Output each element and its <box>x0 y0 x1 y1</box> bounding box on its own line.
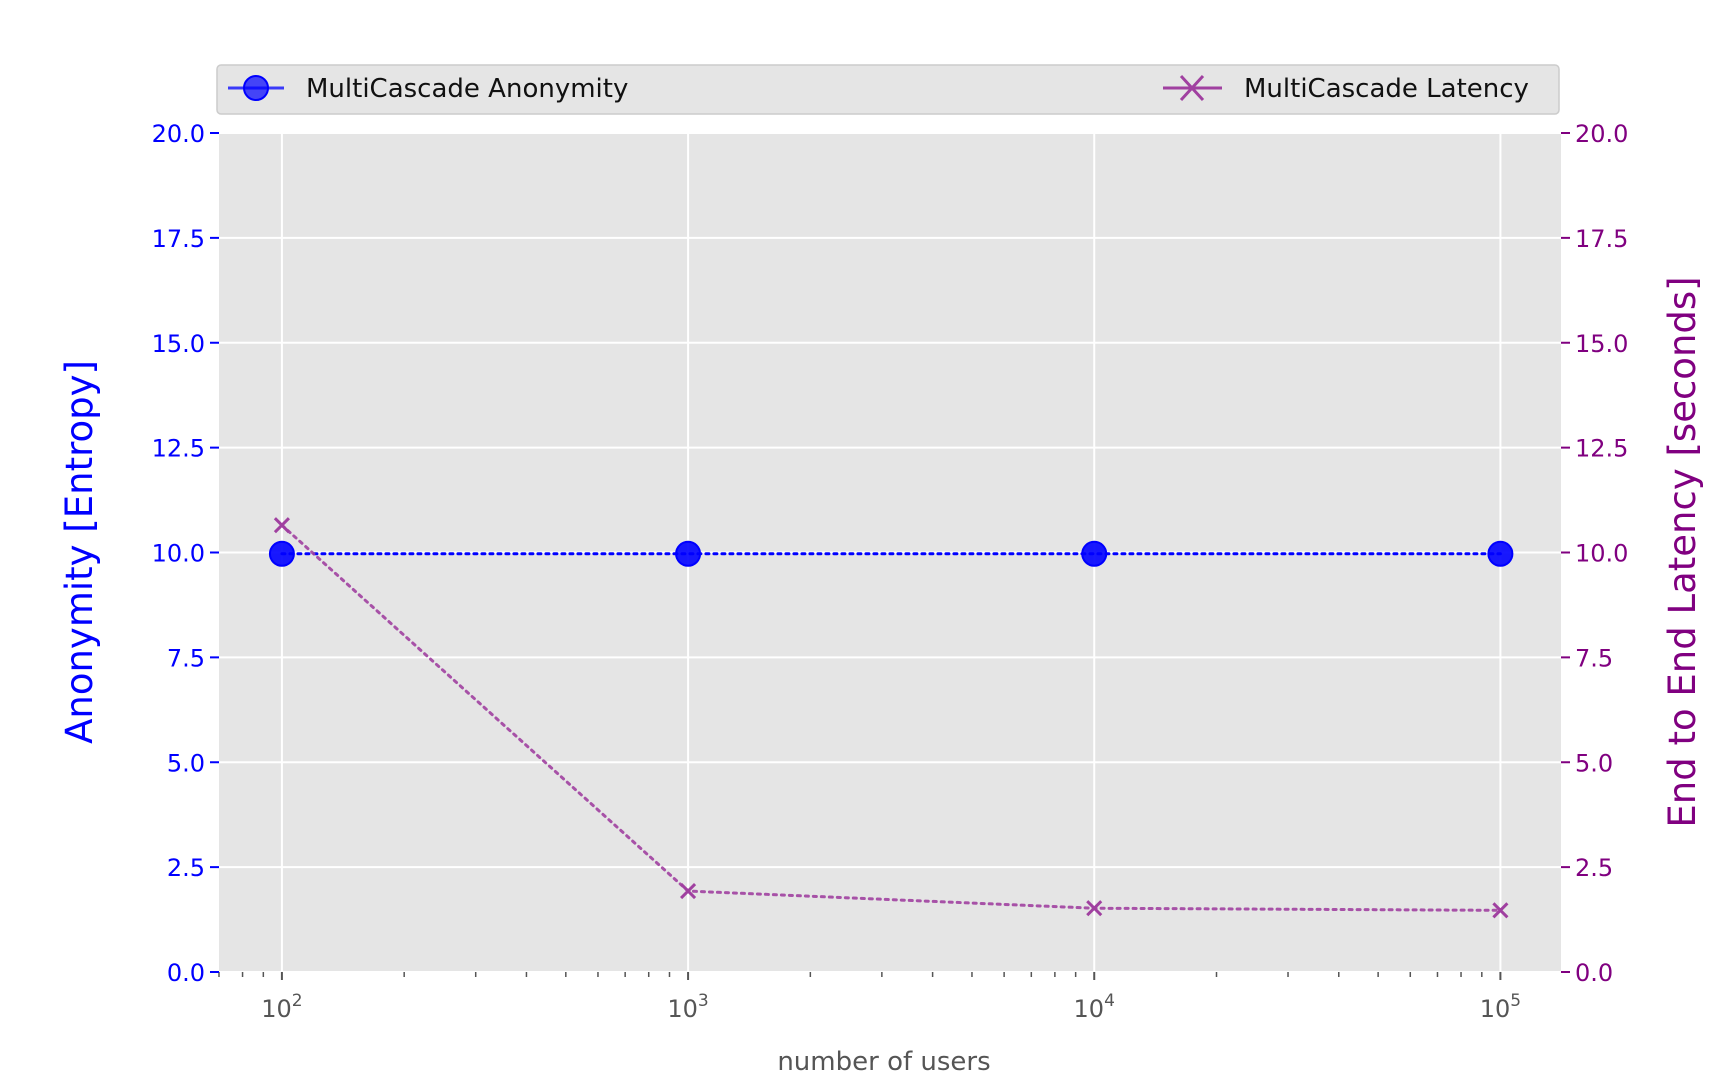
latency-point <box>1492 902 1509 919</box>
y-left-tick-label: 10.0 <box>152 540 205 568</box>
y-right-tick-label: 15.0 <box>1575 330 1628 358</box>
latency-point <box>680 882 697 900</box>
legend-latency-label: MultiCascade Latency <box>1244 74 1529 104</box>
y-right-tick-label: 5.0 <box>1575 749 1613 777</box>
y-left-tick-label: 5.0 <box>167 749 205 777</box>
x-tick-label: 102 <box>261 991 302 1023</box>
y-right-tick-label: 10.0 <box>1575 540 1628 568</box>
latency-point <box>273 517 290 534</box>
y-left-tick-label: 15.0 <box>152 330 205 358</box>
anonymity-point <box>1487 540 1514 567</box>
x-tick-label: 104 <box>1074 991 1115 1023</box>
y-left-tick-label: 2.5 <box>167 854 205 882</box>
legend: MultiCascade Anonymity MultiCascade Late… <box>216 64 1560 115</box>
x-ticks: 102 103 104 105 <box>218 972 1521 1023</box>
anonymity-point <box>675 540 702 567</box>
y-right-tick-label: 0.0 <box>1575 959 1613 987</box>
anonymity-point <box>1081 540 1108 567</box>
y-right-tick-label: 20.0 <box>1575 120 1628 148</box>
legend-anonymity-label: MultiCascade Anonymity <box>306 74 628 104</box>
anonymity-point <box>268 540 295 567</box>
y-ticks-left: 0.0 2.5 5.0 7.5 10.0 12.5 15.0 17.5 20.0 <box>152 120 219 987</box>
series-line-latency <box>280 523 1502 912</box>
y-axis-left-label: Anonymity [Entropy] <box>58 360 101 744</box>
y-right-tick-label: 2.5 <box>1575 854 1613 882</box>
x-axis-label: number of users <box>777 1047 990 1077</box>
y-left-tick-label: 7.5 <box>167 644 205 672</box>
legend-anonymity-marker <box>243 75 269 101</box>
y-axis-right-label: End to End Latency [seconds] <box>1661 276 1704 827</box>
y-right-tick-label: 12.5 <box>1575 435 1628 463</box>
y-left-tick-label: 12.5 <box>152 435 205 463</box>
legend-latency-marker <box>1179 74 1205 102</box>
y-left-tick-label: 17.5 <box>152 225 205 253</box>
y-right-tick-label: 17.5 <box>1575 225 1628 253</box>
y-left-tick-label: 20.0 <box>152 120 205 148</box>
y-left-tick-label: 0.0 <box>167 959 205 987</box>
legend-box <box>216 64 1560 115</box>
latency-point <box>1086 900 1103 917</box>
x-tick-label: 103 <box>667 991 708 1023</box>
y-right-tick-label: 7.5 <box>1575 644 1613 672</box>
x-tick-label: 105 <box>1480 991 1521 1023</box>
y-ticks-right: 0.0 2.5 5.0 7.5 10.0 12.5 15.0 17.5 20.0 <box>1561 120 1628 987</box>
series-layer <box>268 517 1514 919</box>
